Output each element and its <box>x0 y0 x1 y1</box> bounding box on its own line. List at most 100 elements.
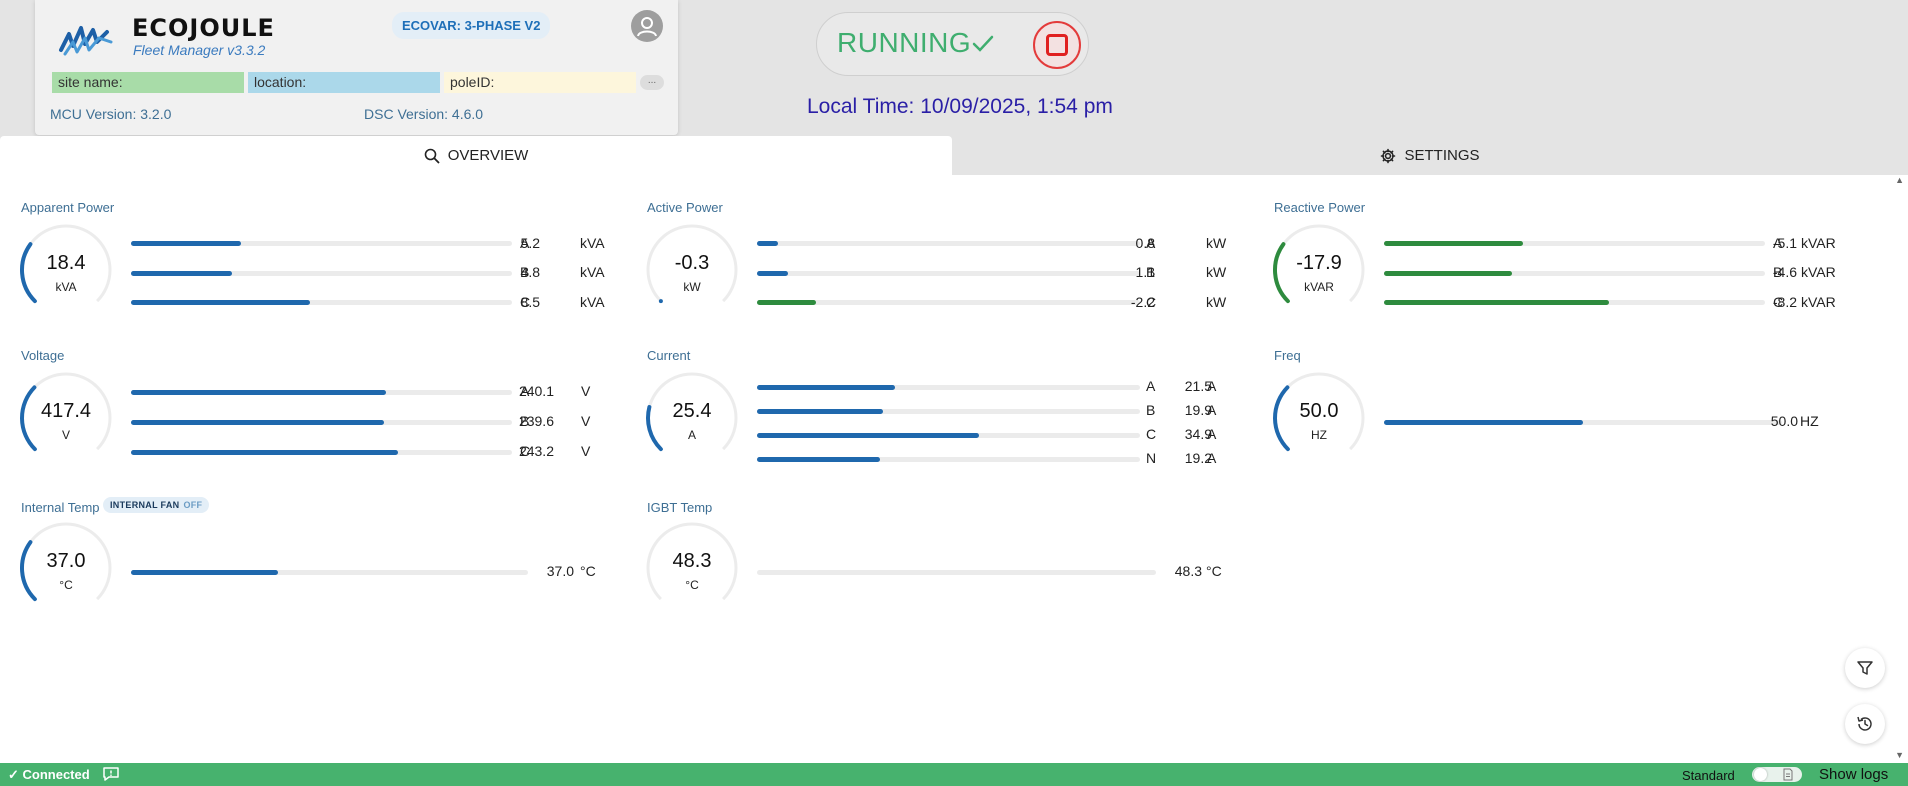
site-name-field[interactable]: site name: <box>52 72 244 93</box>
apparent-b-fill <box>131 271 232 276</box>
reactive-b-unit: kVAR <box>1801 264 1836 280</box>
voltage-b-phase: B <box>520 413 530 429</box>
stop-button[interactable] <box>1033 21 1081 69</box>
filter-button[interactable] <box>1845 648 1885 688</box>
gauge-arc <box>646 405 663 452</box>
active-a-phase: A <box>1146 235 1156 251</box>
internal-temp-title: Internal Temp <box>21 500 100 515</box>
igbt-temp-gauge <box>646 522 738 601</box>
apparent-a-unit: kVA <box>580 235 605 251</box>
stop-icon <box>1046 34 1068 56</box>
document-icon <box>1783 768 1793 781</box>
current-c-reading: 34.9 <box>1184 426 1212 442</box>
header-card: ECOJOULE Fleet Manager v3.3.2 ECOVAR: 3-… <box>35 0 678 135</box>
current-b-phase: B <box>1146 402 1156 418</box>
current-c-phase: C <box>1146 426 1157 442</box>
internal-fan-state: OFF <box>183 500 203 510</box>
igbt-temp-reading: 48.3 <box>1174 563 1202 579</box>
overview-panel: Apparent Power 18.4 kVA A 5.2 kVA B 4.8 … <box>0 175 1908 763</box>
current-c-bar <box>757 433 1140 438</box>
mode-toggle[interactable] <box>1752 767 1802 782</box>
freq-reading: 50.0 <box>1770 413 1798 429</box>
gauge-arc <box>1273 242 1290 304</box>
voltage-b-reading: 239.6 <box>518 413 554 429</box>
current-b-reading: 19.9 <box>1184 402 1212 418</box>
app-version: Fleet Manager v3.3.2 <box>133 42 266 58</box>
apparent-power-gauge <box>20 224 112 304</box>
reactive-power-value: -17.9 <box>1296 252 1342 274</box>
voltage-a-bar <box>131 390 512 395</box>
freq-fill <box>1384 420 1583 425</box>
apparent-c-unit: kVA <box>580 294 605 310</box>
reactive-c-phase: C <box>1773 294 1784 310</box>
apparent-b-phase: B <box>520 264 530 280</box>
active-b-unit: kW <box>1206 264 1227 280</box>
gauge-dot <box>658 299 663 304</box>
apparent-b-unit: kVA <box>580 264 605 280</box>
current-a-fill <box>757 385 895 390</box>
active-c-fill <box>757 300 817 305</box>
reactive-a-fill <box>1384 241 1524 246</box>
current-a-bar <box>757 385 1140 390</box>
more-button[interactable]: ... <box>640 75 664 90</box>
igbt-temp-unit: °C <box>685 578 699 592</box>
site-fields: site name: location: poleID: <box>52 72 636 93</box>
apparent-power-unit: kVA <box>55 280 77 294</box>
tab-settings[interactable]: SETTINGS <box>952 136 1908 175</box>
apparent-power-value: 18.4 <box>46 252 86 274</box>
location-field[interactable]: location: <box>248 72 440 93</box>
reactive-c-reading: -8.2 <box>1772 294 1797 310</box>
igbt-temp-reading-unit: °C <box>1206 563 1222 579</box>
gauge-arc <box>20 385 37 452</box>
history-button[interactable] <box>1845 704 1885 744</box>
filter-icon <box>1857 661 1873 675</box>
search-icon <box>424 148 440 164</box>
internal-temp-gauge <box>20 522 112 602</box>
apparent-b-reading: 4.8 <box>520 264 540 280</box>
current-n-phase: N <box>1146 450 1157 466</box>
active-a-fill <box>757 241 779 246</box>
brand-name: ECOJOULE <box>132 14 275 42</box>
run-status: RUNNING <box>837 27 972 58</box>
apparent-c-fill <box>131 300 311 305</box>
active-c-phase: C <box>1146 294 1157 310</box>
gauge-track <box>646 522 738 601</box>
reactive-c-unit: kVAR <box>1801 294 1836 310</box>
active-power-title: Active Power <box>647 200 723 215</box>
igbt-temp-value: 48.3 <box>672 550 712 572</box>
gauge-arc <box>20 242 37 304</box>
scroll-up-arrow[interactable]: ▲ <box>1895 175 1904 185</box>
reactive-power-unit: kVAR <box>1304 280 1334 294</box>
tab-overview-label: OVERVIEW <box>447 147 529 164</box>
voltage-c-fill <box>131 450 398 455</box>
gear-icon <box>1381 148 1396 163</box>
active-power-gauge <box>646 224 738 304</box>
active-c-reading: -2.2 <box>1130 294 1155 310</box>
check-icon <box>972 35 994 52</box>
apparent-c-bar <box>131 300 512 305</box>
gauge-arc <box>20 540 37 602</box>
voltage-a-fill <box>131 390 387 395</box>
show-logs-button[interactable]: Show logs <box>1819 766 1889 783</box>
current-c-fill <box>757 433 980 438</box>
connection-status: ✓ Connected <box>8 767 90 782</box>
scroll-down-arrow[interactable]: ▼ <box>1895 750 1904 760</box>
voltage-c-reading: 243.2 <box>518 443 554 459</box>
freq-bar <box>1384 420 1782 425</box>
reactive-power-title: Reactive Power <box>1274 200 1366 215</box>
apparent-power-title: Apparent Power <box>21 200 115 215</box>
apparent-a-reading: 5.2 <box>520 235 540 251</box>
tab-overview[interactable]: OVERVIEW <box>0 136 952 175</box>
pole-id-field[interactable]: poleID: <box>444 72 636 93</box>
mode-label: Standard <box>1682 768 1735 783</box>
apparent-c-reading: 8.5 <box>520 294 540 310</box>
active-b-reading: 1.1 <box>1135 264 1155 280</box>
user-avatar-icon[interactable] <box>631 10 663 42</box>
reactive-power-gauge <box>1273 224 1365 304</box>
feedback-icon[interactable] <box>102 766 120 782</box>
internal-temp-fill <box>131 570 278 575</box>
voltage-value: 417.4 <box>40 400 92 422</box>
reactive-c-fill <box>1384 300 1609 305</box>
run-control: RUNNING <box>816 12 1089 76</box>
voltage-a-phase: A <box>520 383 530 399</box>
